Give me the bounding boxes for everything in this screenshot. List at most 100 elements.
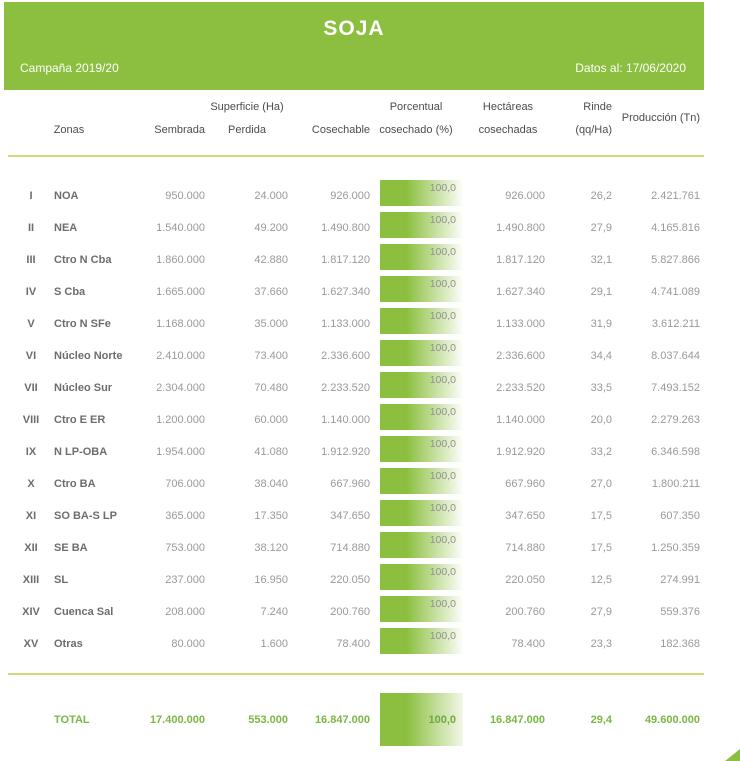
cosechable-cell: 220.050 <box>330 574 370 586</box>
cosechable-cell: 1.627.340 <box>321 286 370 298</box>
hectareas-cell: 78.400 <box>511 638 545 650</box>
porcentual-progress-bar: 100,0 <box>380 212 463 238</box>
sembrada-cell: 1.540.000 <box>156 222 205 234</box>
table-row: XII SE BA 753.000 38.120 714.880 100,0 7… <box>8 532 700 564</box>
zone-name-cell: Ctro N SFe <box>54 318 111 330</box>
sembrada-cell: 365.000 <box>165 510 205 522</box>
porcentual-bar-cell: 100,0 <box>370 276 463 302</box>
rinde-cell: 26,2 <box>590 190 612 202</box>
cosechable-cell: 714.880 <box>330 542 370 554</box>
zone-numeral-cell: VII <box>24 382 38 394</box>
column-header-produccion: Producción (Tn) <box>621 112 700 124</box>
table-row: II NEA 1.540.000 49.200 1.490.800 100,0 … <box>8 212 700 244</box>
zone-numeral-cell: III <box>26 254 36 266</box>
hectareas-cell: 926.000 <box>505 190 545 202</box>
perdida-cell: 42.880 <box>254 254 288 266</box>
hectareas-cell: 347.650 <box>505 510 545 522</box>
table-row: VIII Ctro E ER 1.200.000 60.000 1.140.00… <box>8 404 700 436</box>
hectareas-cell: 1.490.800 <box>496 222 545 234</box>
sembrada-cell: 1.860.000 <box>156 254 205 266</box>
porcentual-bar-cell: 100,0 <box>370 340 463 366</box>
hectareas-cell: 1.133.000 <box>496 318 545 330</box>
column-header-rinde-line1: Rinde <box>583 101 612 113</box>
perdida-cell: 41.080 <box>254 446 288 458</box>
produccion-cell: 607.350 <box>660 510 700 522</box>
zone-name-cell: Núcleo Sur <box>54 382 113 394</box>
perdida-cell: 70.480 <box>254 382 288 394</box>
total-label: TOTAL <box>54 713 90 726</box>
page-title: SOJA <box>323 17 385 40</box>
perdida-cell: 7.240 <box>260 606 288 618</box>
zones-table-body: I NOA 950.000 24.000 926.000 100,0 926.0… <box>8 180 700 660</box>
zone-numeral-cell: II <box>27 222 35 234</box>
table-row: VII Núcleo Sur 2.304.000 70.480 2.233.52… <box>8 372 700 404</box>
column-header-perdida: Perdida <box>228 124 266 136</box>
porcentual-progress-bar: 100,0 <box>380 436 463 462</box>
produccion-cell: 2.421.761 <box>651 190 700 202</box>
zone-numeral-cell: XI <box>25 510 37 522</box>
cosechable-cell: 2.233.520 <box>321 382 370 394</box>
column-header-porcentual-line2: cosechado (%) <box>379 124 453 136</box>
perdida-cell: 16.950 <box>254 574 288 586</box>
sembrada-cell: 2.304.000 <box>156 382 205 394</box>
total-rinde-cell: 29,4 <box>590 713 612 726</box>
rinde-cell: 34,4 <box>590 350 612 362</box>
porcentual-progress-bar: 100,0 <box>380 244 463 270</box>
total-cosechable-cell: 16.847.000 <box>314 713 370 726</box>
column-header-hectareas-line1: Hectáreas <box>482 101 534 113</box>
zone-name-cell: S Cba <box>54 286 86 298</box>
table-row: XIV Cuenca Sal 208.000 7.240 200.760 100… <box>8 596 700 628</box>
zone-numeral-cell: XIII <box>22 574 40 586</box>
hectareas-cell: 1.817.120 <box>496 254 545 266</box>
rinde-cell: 23,3 <box>590 638 612 650</box>
zone-numeral-cell: XII <box>24 542 38 554</box>
rinde-cell: 20,0 <box>590 414 612 426</box>
column-header-zonas: Zonas <box>53 124 85 136</box>
zone-numeral-cell: VI <box>25 350 37 362</box>
cosechable-cell: 1.912.920 <box>321 446 370 458</box>
rinde-cell: 32,1 <box>590 254 612 266</box>
rinde-cell: 12,5 <box>590 574 612 586</box>
sembrada-cell: 706.000 <box>165 478 205 490</box>
zone-numeral-cell: XIV <box>22 606 40 618</box>
sembrada-cell: 237.000 <box>165 574 205 586</box>
rinde-cell: 27,9 <box>590 222 612 234</box>
perdida-cell: 35.000 <box>254 318 288 330</box>
hectareas-cell: 1.627.340 <box>496 286 545 298</box>
column-header-cosechable: Cosechable <box>311 124 370 136</box>
produccion-cell: 559.376 <box>660 606 700 618</box>
zone-name-cell: Cuenca Sal <box>54 606 114 618</box>
porcentual-bar-cell: 100,0 <box>370 532 463 558</box>
column-header-porcentual-line1: Porcentual <box>389 101 443 113</box>
table-row: XI SO BA-S LP 365.000 17.350 347.650 100… <box>8 500 700 532</box>
produccion-cell: 274.991 <box>660 574 700 586</box>
total-sembrada-cell: 17.400.000 <box>149 713 205 726</box>
produccion-cell: 1.250.359 <box>651 542 700 554</box>
campaign-label: Campaña 2019/20 <box>20 61 119 75</box>
perdida-cell: 38.120 <box>254 542 288 554</box>
total-produccion-cell: 49.600.000 <box>644 713 700 726</box>
header-divider <box>8 155 704 157</box>
cosechable-cell: 667.960 <box>330 478 370 490</box>
perdida-cell: 73.400 <box>254 350 288 362</box>
zone-name-cell: Núcleo Norte <box>54 350 123 362</box>
zone-name-cell: SO BA-S LP <box>54 510 117 522</box>
rinde-cell: 27,0 <box>590 478 612 490</box>
cosechable-cell: 1.490.800 <box>321 222 370 234</box>
hectareas-cell: 1.912.920 <box>496 446 545 458</box>
zone-numeral-cell: XV <box>23 638 39 650</box>
porcentual-progress-bar: 100,0 <box>380 340 463 366</box>
zone-numeral-cell: I <box>29 190 33 202</box>
perdida-cell: 49.200 <box>254 222 288 234</box>
produccion-cell: 2.279.263 <box>651 414 700 426</box>
zone-name-cell: N LP-OBA <box>54 446 108 458</box>
column-header-superficie: Superficie (Ha) <box>210 101 284 113</box>
table-row: I NOA 950.000 24.000 926.000 100,0 926.0… <box>8 180 700 212</box>
porcentual-bar-cell: 100,0 <box>370 212 463 238</box>
rinde-cell: 29,1 <box>590 286 612 298</box>
perdida-cell: 38.040 <box>254 478 288 490</box>
cosechable-cell: 1.817.120 <box>321 254 370 266</box>
porcentual-bar-cell: 100,0 <box>370 404 463 430</box>
produccion-cell: 8.037.644 <box>651 350 700 362</box>
perdida-cell: 60.000 <box>254 414 288 426</box>
